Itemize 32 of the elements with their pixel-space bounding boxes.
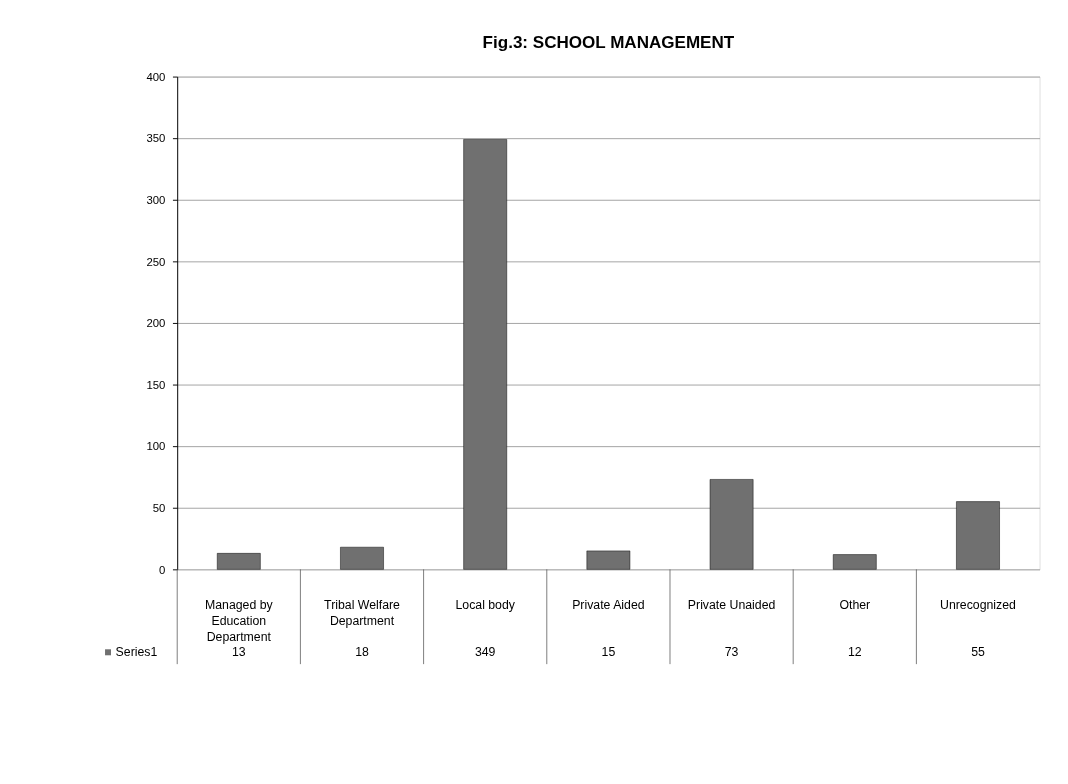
bar	[709, 479, 754, 570]
x-tick-label: Tribal Welfare Department	[324, 597, 401, 628]
x-tick-label: Managed by Education Department	[204, 597, 274, 644]
bar	[340, 546, 384, 570]
x-tick-label: Private Unaided	[687, 597, 776, 612]
y-tick-label: 200	[146, 317, 166, 330]
data-label: 15	[601, 645, 616, 660]
bar	[956, 501, 1000, 570]
x-tick-label: Private Aided	[572, 597, 645, 612]
y-tick-label: 250	[146, 255, 166, 268]
bar	[463, 139, 507, 570]
bar	[586, 550, 631, 570]
y-tick-label: 150	[146, 378, 166, 391]
data-label: 349	[474, 645, 496, 660]
y-tick-label: 50	[152, 502, 166, 515]
data-label: 18	[355, 645, 369, 660]
data-label: 12	[847, 645, 862, 660]
bar	[832, 554, 877, 570]
y-tick-label: 350	[146, 132, 166, 145]
data-label: 13	[231, 645, 246, 660]
y-tick-label: 300	[146, 194, 166, 207]
y-tick-label: 100	[146, 440, 166, 453]
x-tick-label: Unrecognized	[940, 597, 1017, 612]
data-label: 73	[724, 645, 739, 660]
y-tick-label: 400	[146, 70, 166, 83]
y-tick-label: 0	[159, 563, 166, 576]
chart-title: Fig.3: SCHOOL MANAGEMENT	[482, 33, 735, 53]
x-tick-label: Local body	[455, 597, 516, 612]
bar	[217, 553, 261, 570]
x-tick-label: Other	[839, 597, 871, 612]
legend-label: Series1	[115, 645, 158, 660]
data-label: 55	[971, 645, 985, 660]
